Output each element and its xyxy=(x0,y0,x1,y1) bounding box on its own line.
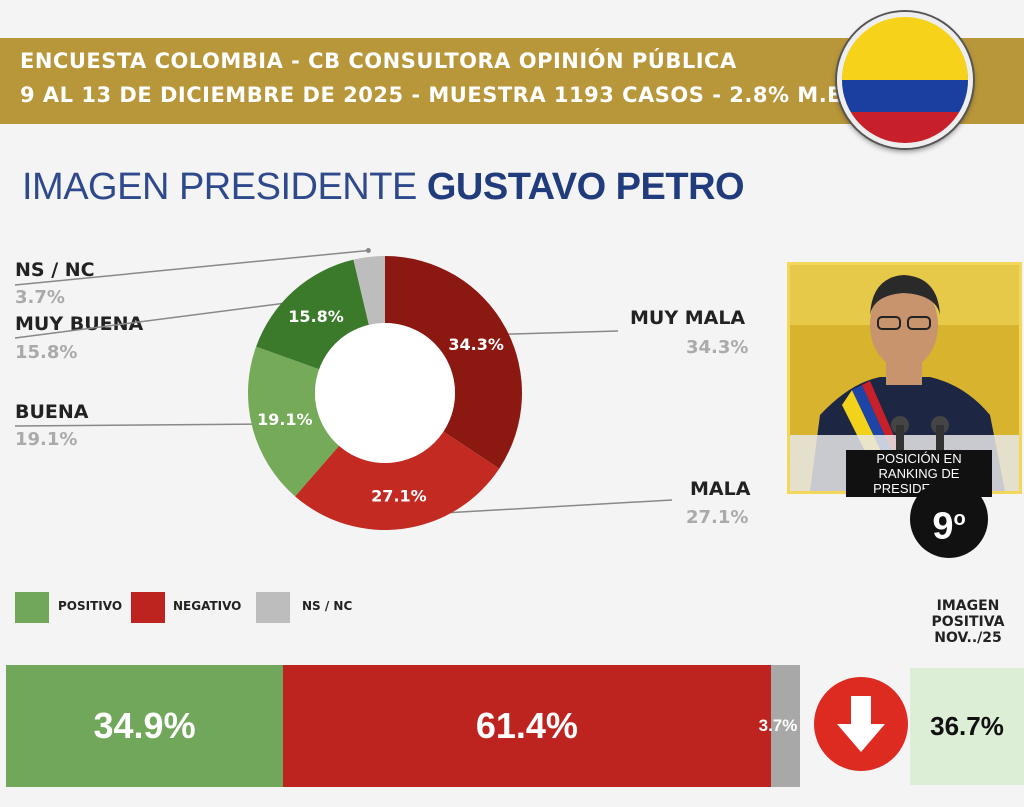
label-mala-value: 27.1% xyxy=(686,507,749,528)
label-nsnc-name: NS / NC xyxy=(15,259,95,281)
donut-slice-muy-buena xyxy=(256,259,369,370)
label-muymala-name: MUY MALA xyxy=(630,307,746,329)
label-buena-value: 19.1% xyxy=(15,429,78,450)
donut-slice-mala xyxy=(295,431,500,530)
label-muybuena-value: 15.8% xyxy=(15,342,78,363)
donut-hole xyxy=(315,323,455,463)
slice-label-mala: 27.1% xyxy=(371,487,427,506)
leader-line-muy-mala xyxy=(493,330,619,336)
legend-label-negativo: NEGATIVO xyxy=(173,599,242,613)
donut-slice-buena xyxy=(248,346,340,497)
donut-slices xyxy=(248,256,522,530)
bar-segment-negativo: 61.4% xyxy=(283,665,771,787)
ranking-position: 9 xyxy=(932,505,954,548)
slice-label-muy-mala: 34.3% xyxy=(448,335,504,354)
donut-slice-muy-mala xyxy=(385,256,522,469)
leader-line-muy-buena xyxy=(14,300,303,339)
donut-slice-labels: 34.3% 27.1% 19.1% 15.8% xyxy=(257,307,504,506)
header-line-1: ENCUESTA COLOMBIA - CB CONSULTORA OPINIÓ… xyxy=(20,49,737,73)
title-light: IMAGEN PRESIDENTE xyxy=(22,166,417,208)
legend-label-positivo: POSITIVO xyxy=(58,599,123,613)
leader-line-ns-nc xyxy=(14,249,369,286)
legend-swatch-nsnc xyxy=(256,592,290,623)
donut-slice-ns-nc xyxy=(353,256,385,325)
bar-segment-positivo: 34.9% xyxy=(6,665,284,787)
previous-title: IMAGEN POSITIVA NOV../25 xyxy=(931,598,1005,646)
label-buena-name: BUENA xyxy=(15,401,89,423)
arrow-down-icon xyxy=(814,677,908,771)
donut-chart: 34.3% 27.1% 19.1% 15.8% xyxy=(14,247,673,530)
label-mala-name: MALA xyxy=(690,478,751,500)
legend-label-nsnc: NS / NC xyxy=(302,599,353,613)
leader-line-buena xyxy=(14,423,266,427)
title-bold: GUSTAVO PETRO xyxy=(426,166,745,208)
ranking-suffix: o xyxy=(953,508,966,530)
label-muymala-value: 34.3% xyxy=(686,337,749,358)
colombia-flag-icon xyxy=(837,12,973,148)
slice-label-buena: 19.1% xyxy=(257,410,313,429)
legend-swatch-positivo xyxy=(15,592,49,623)
legend-swatch-negativo xyxy=(131,592,165,623)
label-nsnc-value: 3.7% xyxy=(15,287,65,308)
leader-dot-ns-nc xyxy=(365,247,371,253)
ranking-badge: 9o xyxy=(910,480,988,558)
label-muybuena-name: MUY BUENA xyxy=(15,313,144,335)
slice-label-muy-buena: 15.8% xyxy=(288,307,344,326)
chart-title: IMAGEN PRESIDENTE GUSTAVO PETRO xyxy=(22,166,745,209)
bar-segment-ns-nc: 3.7% xyxy=(759,665,800,787)
previous-value: 36.7% xyxy=(910,668,1024,785)
header-line-2: 9 AL 13 DE DICIEMBRE DE 2025 - MUESTRA 1… xyxy=(20,83,851,107)
